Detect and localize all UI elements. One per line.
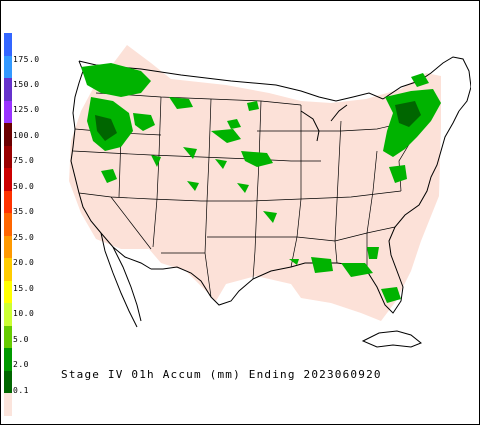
legend-swatch: [4, 235, 12, 259]
legend-tick-label: 5.0: [13, 335, 29, 344]
legend-swatch: [4, 78, 12, 102]
legend-tick-label: 100.0: [13, 131, 40, 140]
legend-color-bar: [4, 33, 12, 417]
coastlines: [70, 56, 471, 348]
legend-swatch: [4, 55, 12, 79]
legend-tick-label: 125.0: [13, 105, 40, 114]
legend-swatch: [4, 370, 12, 394]
legend-swatch: [4, 190, 12, 214]
legend-swatch: [4, 348, 12, 372]
legend-swatch: [4, 168, 12, 192]
legend-swatch: [4, 145, 12, 169]
legend-swatch: [4, 325, 12, 349]
legend-swatch: [4, 258, 12, 282]
legend-tick-label: 50.0: [13, 182, 35, 191]
legend-tick-label: 20.0: [13, 258, 35, 267]
legend-tick-label: 15.0: [13, 284, 35, 293]
legend-swatch: [4, 100, 12, 124]
precipitation-features: [81, 63, 441, 303]
legend-tick-label: 75.0: [13, 156, 35, 165]
legend-tick-label: 150.0: [13, 80, 40, 89]
legend-swatch: [4, 33, 12, 56]
legend-tick-label: 0.1: [13, 386, 29, 395]
legend-tick-label: 175.0: [13, 55, 40, 64]
legend-tick-label: 10.0: [13, 309, 35, 318]
legend-swatch: [4, 213, 12, 237]
map-title: Stage IV 01h Accum (mm) Ending 202306092…: [61, 368, 382, 381]
legend-swatch: [4, 123, 12, 147]
legend-tick-label: 25.0: [13, 233, 35, 242]
legend-swatch: [4, 303, 12, 327]
us-precip-map: [69, 45, 471, 348]
analysis-coverage-area: [69, 45, 441, 321]
legend-tick-label: 35.0: [13, 207, 35, 216]
legend-swatch: [4, 393, 12, 417]
legend-tick-label: 2.0: [13, 360, 29, 369]
legend-swatch: [4, 280, 12, 304]
